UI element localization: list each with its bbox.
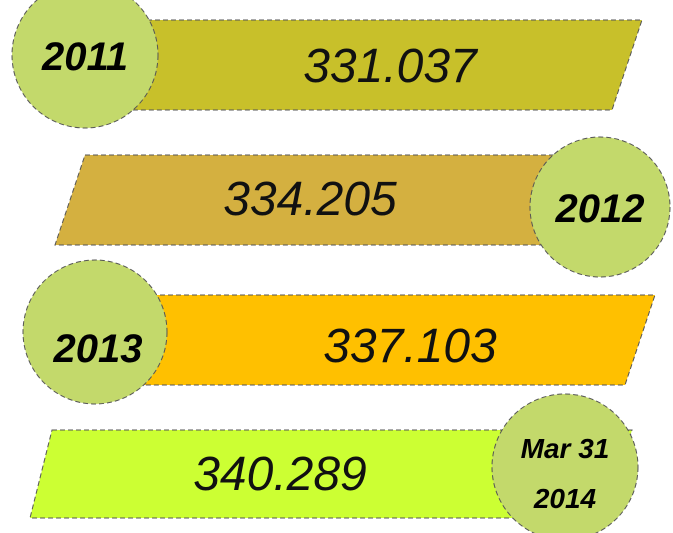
value-label: 334.205 bbox=[223, 173, 397, 226]
band bbox=[54, 154, 631, 246]
year-label: 2013 bbox=[53, 327, 143, 371]
date-disc bbox=[491, 393, 639, 533]
year-disc bbox=[11, 0, 159, 129]
value-label: 337.103 bbox=[323, 320, 497, 373]
year-label: 2011 bbox=[41, 35, 128, 79]
year-label: 2012 bbox=[555, 187, 645, 231]
date-label: 2014 bbox=[533, 483, 597, 514]
year-disc bbox=[22, 259, 168, 405]
value-label: 340.289 bbox=[193, 448, 367, 501]
value-label: 331.037 bbox=[303, 40, 479, 93]
year-disc bbox=[529, 136, 671, 278]
date-label: Mar 31 bbox=[521, 433, 610, 464]
